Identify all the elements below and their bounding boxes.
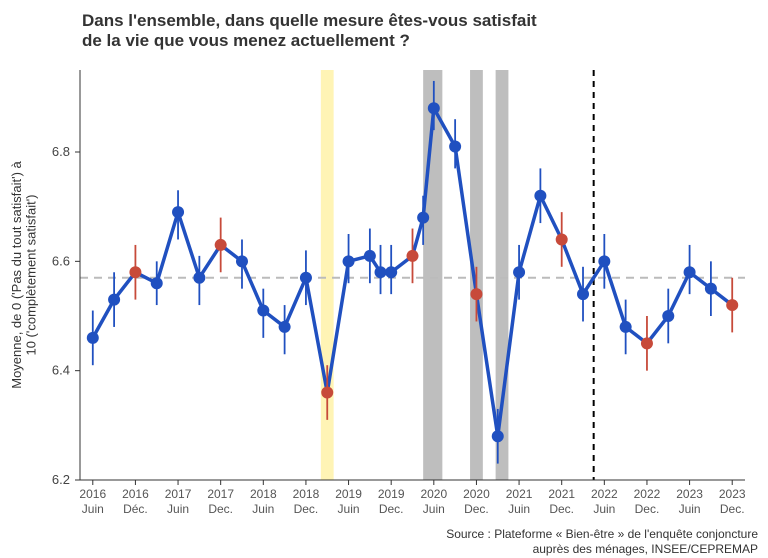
x-tick-month: Juin [508,502,530,516]
x-tick-month: Dec. [294,502,319,516]
x-tick-year: 2018 [250,487,277,501]
x-tick-year: 2021 [506,487,533,501]
x-tick-month: Juin [167,502,189,516]
y-tick-label: 6.2 [52,472,70,487]
x-tick-year: 2018 [293,487,320,501]
x-tick-year: 2023 [719,487,746,501]
x-tick-month: Dec. [464,502,489,516]
life-satisfaction-chart: 6.26.46.66.82016Juin2016Déc.2017Juin2017… [0,0,768,558]
y-tick-label: 6.6 [52,253,70,268]
x-tick-month: Dec. [379,502,404,516]
source-line2: auprès des ménages, INSEE/CEPREMAP [533,542,758,556]
x-tick-month: Juin [82,502,104,516]
x-tick-year: 2021 [548,487,575,501]
x-tick-year: 2019 [335,487,362,501]
x-tick-month: Dec. [208,502,233,516]
x-tick-year: 2016 [122,487,149,501]
x-tick-month: Dec. [720,502,745,516]
x-tick-month: Juin [423,502,445,516]
y-tick-label: 6.4 [52,363,70,378]
x-tick-year: 2019 [378,487,405,501]
x-tick-year: 2020 [420,487,447,501]
y-axis-label: Moyenne, de 0 ('Pas du tout satisfait') … [9,160,39,388]
x-tick-year: 2022 [591,487,618,501]
chart-title-line2: de la vie que vous menez actuellement ? [82,31,410,50]
x-tick-month: Juin [338,502,360,516]
y-tick-label: 6.8 [52,144,70,159]
x-tick-month: Juin [252,502,274,516]
x-tick-year: 2022 [634,487,661,501]
source-line1: Source : Plateforme « Bien-être » de l'e… [446,527,758,541]
x-tick-year: 2023 [676,487,703,501]
x-tick-month: Dec. [635,502,660,516]
x-tick-year: 2020 [463,487,490,501]
chart-title-line1: Dans l'ensemble, dans quelle mesure êtes… [82,11,537,30]
x-tick-month: Juin [679,502,701,516]
series-points [87,81,738,464]
x-tick-month: Dec. [549,502,574,516]
x-tick-month: Juin [593,502,615,516]
x-tick-year: 2016 [79,487,106,501]
x-tick-year: 2017 [207,487,234,501]
x-tick-year: 2017 [165,487,192,501]
x-tick-month: Déc. [123,502,148,516]
